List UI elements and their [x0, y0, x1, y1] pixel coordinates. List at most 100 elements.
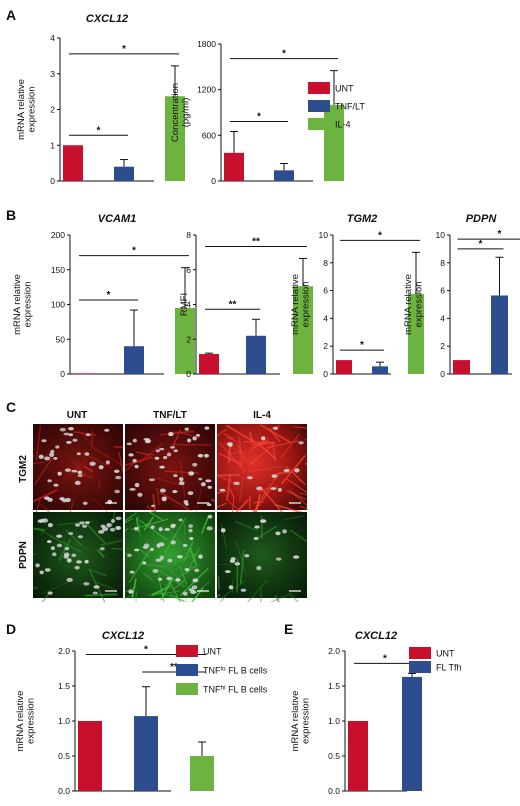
fiber: [223, 432, 235, 441]
nucleus: [98, 530, 105, 534]
nucleus: [184, 567, 190, 572]
fiber: [229, 488, 235, 499]
y-tick-label: 100: [51, 300, 65, 310]
y-tick-label: 0.0: [328, 786, 340, 796]
nucleus: [298, 441, 304, 445]
nucleus: [170, 524, 176, 529]
fiber: [139, 548, 150, 558]
fiber: [37, 528, 53, 537]
bar-unt: [336, 360, 352, 374]
fiber: [237, 444, 246, 462]
nucleus: [192, 436, 197, 441]
nucleus: [206, 526, 213, 531]
fiber: [70, 541, 93, 551]
nucleus: [98, 465, 104, 470]
nucleus: [65, 497, 71, 503]
fiber: [290, 529, 307, 543]
chart-vcam1-rmfi: 0 2 4 6 8 RMFI ** **: [179, 230, 313, 379]
fiber: [218, 441, 246, 472]
fiber: [269, 429, 281, 443]
fiber: [239, 477, 244, 502]
nucleus: [159, 555, 165, 560]
fiber: [65, 458, 88, 480]
nucleus: [282, 529, 287, 534]
nucleus: [270, 487, 277, 490]
nucleus: [52, 552, 57, 557]
bar-tnf-lt: [372, 366, 388, 374]
nucleus: [178, 481, 185, 486]
fiber: [304, 438, 307, 442]
fiber: [97, 478, 101, 490]
fiber: [234, 520, 258, 532]
y-tick-label: 6: [186, 265, 191, 275]
y-axis-label: mRNA relativeexpression: [16, 79, 37, 140]
nucleus: [184, 502, 189, 506]
fiber: [125, 594, 134, 600]
nucleus: [35, 563, 40, 568]
y-tick-label: 0.5: [328, 751, 340, 761]
nucleus: [66, 577, 73, 582]
nucleus: [101, 526, 109, 532]
fiber: [148, 590, 180, 596]
y-tick-label: 2: [186, 334, 191, 344]
fiber: [125, 517, 134, 524]
fiber: [92, 498, 111, 514]
nucleus: [71, 553, 77, 558]
bar-il-4: [175, 307, 195, 374]
nucleus: [64, 468, 72, 472]
nucleus: [84, 559, 89, 564]
y-tick-label: 1.5: [58, 681, 70, 691]
nucleus: [56, 543, 63, 548]
nucleus: [47, 591, 53, 595]
legend-a: UNT TNF/LT IL-4: [308, 82, 365, 130]
fiber: [235, 499, 250, 514]
y-tick-label: 0: [186, 369, 191, 379]
legend-entry: TNFhi FL B cells: [203, 684, 268, 695]
nucleus: [106, 522, 112, 528]
chart-title: CXCL12: [102, 630, 144, 642]
panel-label-d: D: [6, 621, 16, 637]
fiber: [111, 548, 123, 550]
bar-unt: [348, 721, 368, 791]
legend-entry: TNF/LT: [335, 102, 365, 112]
nucleus: [166, 452, 172, 457]
nucleus: [198, 554, 203, 559]
significance-marker: *: [282, 49, 286, 60]
panel-label-b: B: [6, 207, 16, 223]
nucleus: [128, 453, 134, 457]
micro-tile-tgm2-2: [217, 424, 307, 514]
legend-entry: UNT: [335, 84, 354, 94]
nucleus: [83, 582, 90, 586]
significance-marker: *: [257, 112, 261, 123]
nucleus: [66, 440, 72, 444]
tile-content: [33, 425, 123, 514]
microscopy-grid: [33, 424, 307, 602]
nucleus: [167, 558, 173, 563]
nucleus: [47, 540, 52, 543]
nucleus: [159, 465, 165, 469]
micro-col-il4: IL-4: [253, 410, 271, 421]
nucleus: [207, 514, 213, 519]
y-axis-label: RMFI: [179, 293, 190, 316]
y-tick-label: 0: [211, 176, 216, 186]
fiber: [82, 465, 94, 473]
fiber: [284, 515, 304, 521]
nucleus: [292, 555, 300, 559]
chart-vcam1-mrna: 0 50 100 150 200 mRNA relativeexpression VCAM1…: [12, 213, 195, 379]
y-tick-label: 0: [440, 369, 445, 379]
fiber: [170, 593, 187, 602]
fiber: [298, 492, 307, 496]
nucleus: [164, 528, 171, 531]
legend-swatch: [176, 683, 198, 695]
nucleus: [47, 497, 53, 502]
legend-swatch: [409, 647, 431, 659]
significance-marker: *: [378, 230, 382, 241]
fiber: [169, 530, 192, 555]
nucleus: [68, 433, 74, 437]
nucleus: [72, 438, 78, 442]
nucleus: [129, 570, 135, 574]
bar-tnf-lo-fl-b-cells: [134, 716, 158, 791]
fiber: [33, 527, 45, 531]
fiber: [260, 424, 291, 444]
nucleus: [228, 443, 233, 447]
